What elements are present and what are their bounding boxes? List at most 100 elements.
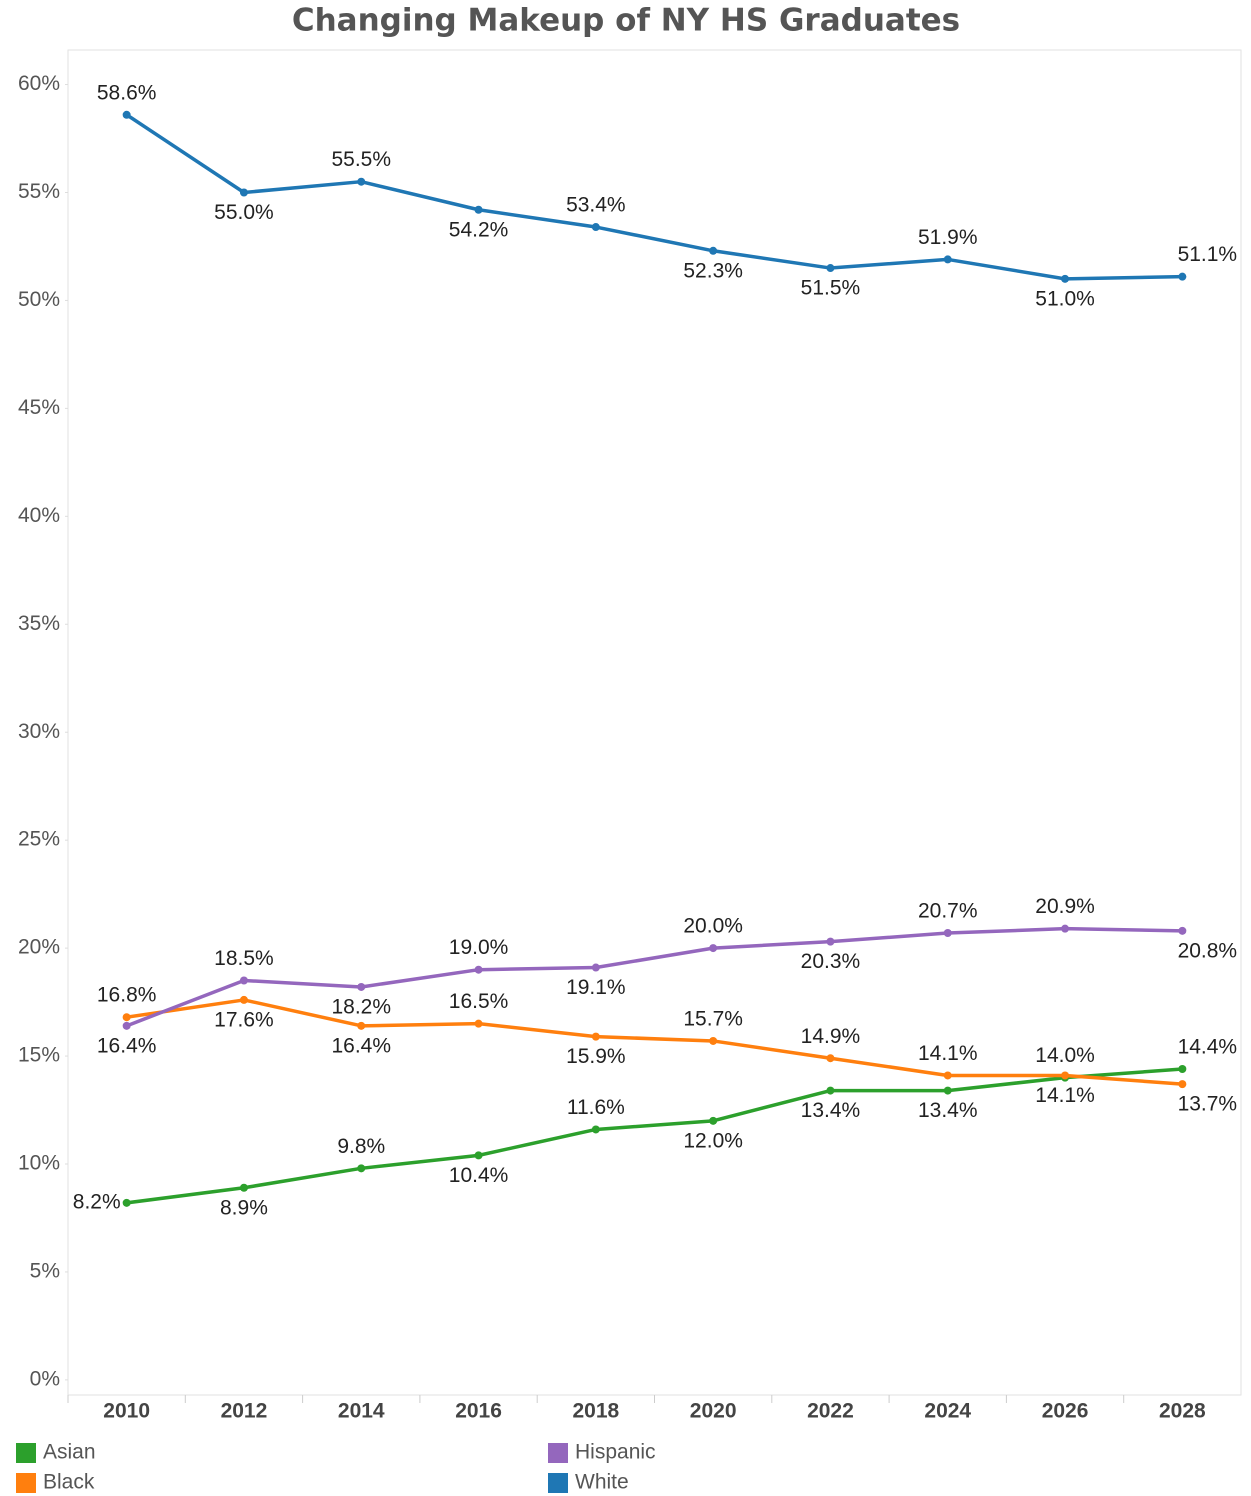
data-label: 14.1% [918,1042,978,1065]
data-label: 58.6% [97,81,157,104]
data-point [591,223,600,232]
y-tick-label: 30% [18,720,60,743]
y-tick-label: 60% [18,72,60,95]
data-point [357,982,366,991]
data-label: 20.3% [801,950,861,973]
x-tick-label: 2012 [221,1400,268,1423]
data-label: 51.0% [1035,287,1095,310]
data-point [709,944,718,953]
data-label: 16.4% [97,1034,157,1057]
chart-title: Changing Makeup of NY HS Graduates [292,3,960,39]
data-label: 19.0% [449,936,509,959]
data-label: 20.9% [1035,895,1095,918]
series-line [126,926,1183,1028]
data-label: 16.8% [97,984,157,1007]
data-point [826,264,835,273]
data-point [357,1021,366,1030]
data-point [474,205,483,214]
data-label: 14.1% [1035,1084,1095,1107]
data-label: 51.9% [918,226,978,249]
x-tick-label: 2022 [807,1400,854,1423]
data-point [357,177,366,186]
data-label: 13.4% [801,1099,861,1122]
data-label: 15.7% [683,1007,743,1030]
data-point [591,963,600,972]
data-label: 55.0% [214,201,274,224]
data-point [1061,274,1070,283]
data-point [1178,1080,1187,1089]
data-label: 11.6% [567,1096,625,1119]
data-point [1061,924,1070,933]
data-point [591,1032,600,1041]
data-label: 53.4% [566,194,626,217]
x-tick-label: 2024 [924,1400,971,1423]
y-tick-label: 0% [30,1367,60,1390]
y-tick-label: 10% [18,1152,60,1175]
data-label: 20.0% [683,915,743,938]
data-label: 13.7% [1178,1093,1238,1116]
series-line [126,998,1183,1086]
data-label: 16.4% [331,1034,391,1057]
data-label: 18.2% [331,996,391,1019]
y-tick-label: 20% [18,936,60,959]
data-point [239,1183,248,1192]
data-label: 9.8% [337,1135,385,1158]
y-tick-label: 45% [18,396,60,419]
y-tick-label: 50% [18,288,60,311]
legend-label: Asian [43,1441,96,1464]
data-point [122,110,131,119]
data-point [943,1086,952,1095]
y-tick-label: 55% [18,180,60,203]
data-label: 13.4% [918,1099,978,1122]
data-point [1178,272,1187,281]
y-tick-label: 15% [18,1044,60,1067]
data-point [943,928,952,937]
data-label: 8.9% [220,1196,268,1219]
data-point [474,1151,483,1160]
data-point [591,1125,600,1134]
y-tick-label: 40% [18,504,60,527]
data-label: 12.0% [683,1129,743,1152]
data-point [1178,1065,1187,1074]
data-label: 55.5% [331,148,391,171]
data-point [709,246,718,255]
y-tick-label: 25% [18,828,60,851]
x-tick-label: 2014 [338,1400,385,1423]
legend-swatch [548,1443,568,1463]
x-tick-label: 2028 [1159,1400,1206,1423]
legend-label: Black [43,1471,95,1494]
y-tick-label: 35% [18,612,60,635]
legend-swatch [548,1473,568,1493]
legend-label: Hispanic [575,1441,656,1464]
data-label: 20.8% [1178,939,1238,962]
data-label: 54.2% [449,218,509,241]
series-line [125,113,1183,281]
data-point [709,1036,718,1045]
data-label: 52.3% [683,259,743,282]
y-tick-label: 5% [30,1259,60,1282]
plot-frame [67,49,1242,1396]
data-point [239,995,248,1004]
data-point [122,1021,131,1030]
legend-swatch [16,1473,36,1493]
data-label: 14.0% [1035,1044,1095,1067]
data-point [122,1013,131,1022]
x-tick-label: 2018 [572,1400,619,1423]
data-point [474,1019,483,1028]
x-tick-label: 2020 [690,1400,737,1423]
data-label: 18.5% [214,947,274,970]
data-point [826,1086,835,1095]
data-label: 14.9% [801,1025,861,1048]
data-label: 51.5% [801,277,861,300]
legend-label: White [575,1471,629,1494]
data-point [1061,1071,1070,1080]
data-label: 19.1% [566,976,626,999]
data-point [826,1054,835,1063]
legend-swatch [16,1443,36,1463]
data-point [943,255,952,264]
data-label: 10.4% [449,1164,509,1187]
data-label: 51.1% [1178,243,1238,266]
x-tick-label: 2010 [103,1400,150,1423]
data-label: 20.7% [918,900,978,923]
